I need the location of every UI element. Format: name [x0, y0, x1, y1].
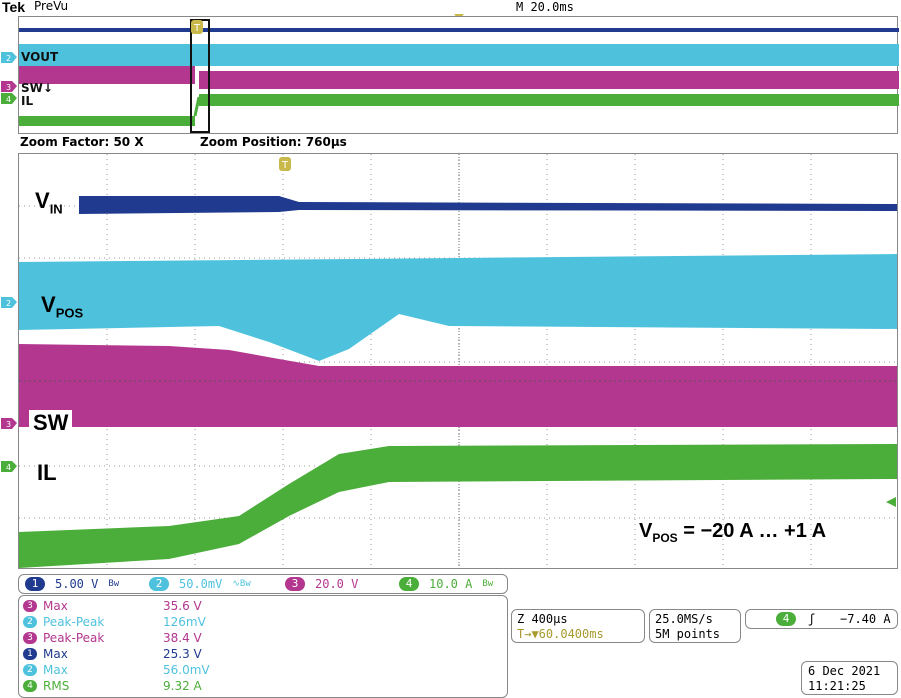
label-vin: VIN: [35, 188, 63, 217]
graticule: [19, 154, 897, 568]
zoom-timebase-value: Z 400µs: [517, 612, 568, 626]
label-il: IL: [37, 460, 57, 485]
trigger-box[interactable]: 4 ʃ −7.40 A: [745, 609, 898, 629]
sample-rate-value: 25.0MS/s: [655, 612, 713, 626]
overview-ch4-step: [193, 96, 201, 117]
overview-ch2-marker-icon[interactable]: 2: [1, 52, 17, 63]
measurement-row[interactable]: 4 RMS 9.32 A: [23, 678, 283, 694]
overview-ch1-trace: [19, 28, 899, 32]
brand-logo: Tek: [2, 0, 26, 15]
overview-ch4-marker-icon[interactable]: 4: [1, 93, 17, 104]
overview-label-sw: SW↓: [21, 81, 53, 95]
ch2-vpos-trace: [19, 254, 897, 361]
measurement-row[interactable]: 2 Peak-Peak 126mV: [23, 614, 283, 630]
ch2-marker-icon[interactable]: 2: [1, 297, 17, 308]
date-time-box: 6 Dec 2021 11:21:25: [801, 661, 898, 695]
zoom-factor-readout: Zoom Factor: 50 X: [20, 135, 144, 149]
ch1-vin-trace: [79, 196, 897, 214]
overview-ch2-trace: [19, 44, 899, 66]
overview-ch4-trace-right: [199, 94, 899, 106]
trigger-source-badge: 4: [776, 612, 796, 626]
ch3-marker-icon[interactable]: 3: [1, 418, 17, 429]
measurement-row[interactable]: 3 Max 35.6 V: [23, 598, 283, 614]
measurement-row[interactable]: 1 Max 25.3 V: [23, 646, 283, 662]
measurements-panel: 3 Max 35.6 V 2 Peak-Peak 126mV 3 Peak-Peak …: [18, 595, 508, 698]
trigger-t-icon: T: [191, 20, 203, 34]
measurement-row[interactable]: 2 Max 56.0mV: [23, 662, 283, 678]
overview-ch4-trace-left: [19, 116, 195, 126]
measurement-row[interactable]: 3 Peak-Peak 38.4 V: [23, 630, 283, 646]
acquisition-box[interactable]: 25.0MS/s 5M points: [649, 609, 741, 643]
overview-waveform-panel[interactable]: VOUT SW↓ IL T: [18, 16, 899, 134]
zoom-trigger-t-icon: T: [279, 157, 291, 171]
overview-ch3-trace-left: [19, 66, 195, 84]
svg-text:3: 3: [6, 420, 11, 429]
svg-text:T: T: [281, 160, 289, 171]
trigger-level-value: −7.40 A: [840, 612, 891, 626]
record-length-value: 5M points: [655, 627, 721, 641]
trigger-delay-value: T→▼60.0400ms: [517, 627, 604, 641]
timebase-readout: M 20.0ms: [516, 0, 574, 14]
time-value: 11:21:25: [808, 679, 866, 693]
annotation-vpos-range: VPOS = −20 A … +1 A: [639, 520, 827, 545]
trigger-slope-icon: ʃ: [808, 612, 816, 626]
svg-text:4: 4: [6, 463, 11, 472]
ch4-marker-icon[interactable]: 4: [1, 461, 17, 472]
overview-ch3-trace-right: [199, 71, 899, 89]
ch1-scale[interactable]: 1 5.00 V Bw: [25, 577, 119, 591]
svg-text:2: 2: [6, 299, 11, 308]
overview-label-vout: VOUT: [21, 50, 59, 64]
svg-text:2: 2: [6, 54, 11, 63]
trigger-level-icon[interactable]: [886, 497, 896, 507]
acquisition-mode: PreVu: [34, 0, 69, 13]
label-vpos: VPOS: [41, 292, 84, 321]
ch4-scale[interactable]: 4 10.0 A Bw: [399, 577, 493, 591]
ch2-scale[interactable]: 2 50.0mV ∿Bw: [149, 577, 251, 591]
overview-label-il: IL: [21, 94, 34, 108]
label-sw: SW: [29, 410, 73, 436]
overview-traces: [19, 28, 899, 126]
zoom-position-readout: Zoom Position: 760µs: [200, 135, 347, 149]
zoom-window-bracket[interactable]: [190, 19, 210, 133]
overview-ch3-marker-icon[interactable]: 3: [1, 81, 17, 92]
zoomed-waveform-display[interactable]: VIN VPOS SW IL VPOS = −20 A … +1 A T: [18, 153, 898, 569]
zoom-timebase-box[interactable]: Z 400µs T→▼60.0400ms: [511, 609, 645, 643]
ch3-scale[interactable]: 3 20.0 V: [285, 577, 358, 591]
ch4-il-trace: [19, 444, 897, 568]
ch3-sw-trace: [19, 344, 897, 427]
date-value: 6 Dec 2021: [808, 664, 881, 678]
svg-text:3: 3: [6, 83, 11, 92]
svg-text:T: T: [193, 23, 201, 34]
svg-text:4: 4: [6, 95, 11, 104]
channel-scale-bar: 1 5.00 V Bw 2 50.0mV ∿Bw 3 20.0 V 4 10.0…: [18, 574, 508, 594]
